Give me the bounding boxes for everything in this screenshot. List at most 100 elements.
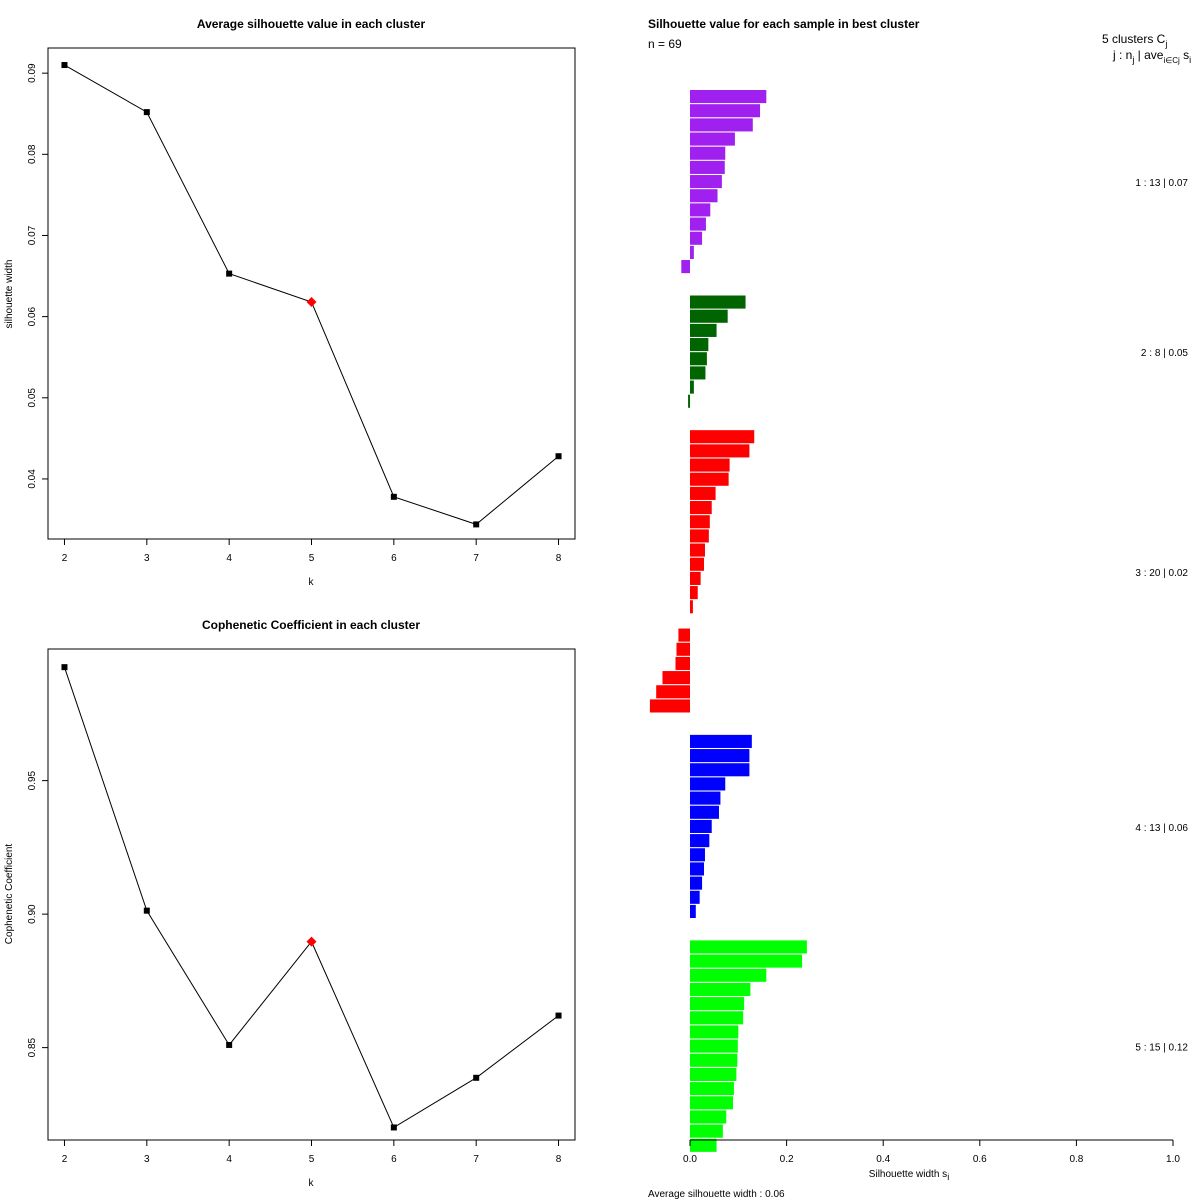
cluster-3-bar bbox=[675, 656, 690, 670]
cluster-1-label: 1 : 13 | 0.07 bbox=[1135, 178, 1188, 189]
cophenetic-xtick-label: 3 bbox=[144, 1154, 150, 1165]
silhouette-xtick-label: 0.4 bbox=[876, 1154, 890, 1165]
legend-header-end-sub: i bbox=[1189, 55, 1191, 65]
cluster-4-bar bbox=[690, 819, 712, 833]
legend-title: 5 clusters C bbox=[1102, 32, 1166, 46]
legend-header-main: j : n bbox=[1112, 48, 1132, 62]
cluster-1-bar bbox=[690, 104, 761, 118]
cluster-1-bar bbox=[690, 132, 735, 146]
cluster-5-bar bbox=[690, 1096, 733, 1110]
avg-silhouette-xtick-label: 2 bbox=[62, 553, 68, 564]
cluster-3-bar bbox=[662, 671, 690, 685]
cluster-2-bar bbox=[690, 323, 717, 337]
cluster-3-bar bbox=[690, 444, 750, 458]
cluster-5-bar bbox=[690, 1110, 727, 1124]
cophenetic-xtick-label: 7 bbox=[473, 1154, 479, 1165]
cluster-3-bar bbox=[649, 699, 690, 713]
cophenetic-ytick-label: 0.90 bbox=[27, 904, 38, 924]
cluster-5-bar bbox=[690, 1011, 744, 1025]
cluster-5-bar bbox=[690, 968, 767, 982]
cluster-1-bar bbox=[681, 260, 690, 274]
cluster-5-bar bbox=[690, 997, 745, 1011]
cophenetic-point bbox=[226, 1041, 233, 1048]
avg-silhouette-xtick-label: 6 bbox=[391, 553, 397, 564]
cluster-1-bar bbox=[690, 189, 718, 203]
cluster-3-bar bbox=[678, 628, 690, 642]
avg-silhouette-xtick-label: 7 bbox=[473, 553, 479, 564]
cophenetic-panel: Cophenetic Coefficient in each cluster 2… bbox=[4, 618, 576, 1189]
cluster-4-bar bbox=[690, 777, 726, 791]
cophenetic-xtick-label: 8 bbox=[556, 1154, 562, 1165]
cophenetic-xtick-label: 5 bbox=[309, 1154, 315, 1165]
cluster-5-bar bbox=[690, 1039, 738, 1053]
cluster-5-bar bbox=[690, 1067, 737, 1082]
cophenetic-point-highlight bbox=[306, 936, 317, 947]
cluster-3-bar bbox=[690, 557, 705, 571]
cluster-4-label: 4 : 13 | 0.06 bbox=[1135, 823, 1188, 834]
cluster-1-bar bbox=[690, 90, 767, 104]
silhouette-xlabel-sub: i bbox=[947, 1172, 949, 1182]
avg-silhouette-ytick-label: 0.06 bbox=[27, 306, 38, 326]
avg-silhouette-point bbox=[473, 521, 480, 528]
cluster-4-bar bbox=[690, 734, 752, 748]
avg-silhouette-title: Average silhouette value in each cluster bbox=[197, 17, 426, 31]
silhouette-title: Silhouette value for each sample in best… bbox=[648, 17, 920, 31]
cluster-1-bar bbox=[690, 245, 694, 259]
cluster-3-label: 3 : 20 | 0.02 bbox=[1135, 568, 1188, 579]
avg-silhouette-xtick-label: 5 bbox=[309, 553, 315, 564]
cluster-4-bar bbox=[690, 890, 700, 904]
silhouette-xlabel: Silhouette width s bbox=[869, 1169, 947, 1180]
cluster-5-bar bbox=[690, 982, 751, 996]
cluster-4-bar bbox=[690, 749, 750, 763]
cluster-3-bar bbox=[690, 543, 705, 557]
cluster-2-label: 2 : 8 | 0.05 bbox=[1141, 348, 1189, 359]
cophenetic-xtick-label: 6 bbox=[391, 1154, 397, 1165]
cluster-5-label: 5 : 15 | 0.12 bbox=[1135, 1043, 1188, 1054]
cluster-3-bar bbox=[690, 430, 755, 444]
cophenetic-point bbox=[61, 664, 68, 671]
cluster-5-bar bbox=[690, 1053, 738, 1067]
cluster-3-bar bbox=[690, 458, 730, 472]
cluster-4-bar bbox=[690, 763, 750, 777]
cophenetic-xtick-label: 2 bbox=[62, 1154, 68, 1165]
avg-silhouette-plot-box bbox=[47, 47, 576, 540]
avg-silhouette-ytick-label: 0.08 bbox=[27, 144, 38, 164]
cluster-3-bar bbox=[690, 515, 710, 529]
avg-silhouette-point bbox=[143, 109, 150, 116]
cluster-2-bar bbox=[690, 309, 728, 323]
avg-silhouette-point bbox=[555, 453, 562, 460]
cophenetic-point bbox=[473, 1074, 480, 1081]
silhouette-xtick-label: 0.2 bbox=[780, 1154, 794, 1165]
cluster-1-bar bbox=[690, 146, 726, 160]
cluster-5-bar bbox=[690, 1082, 734, 1096]
avg-silhouette-ytick-label: 0.09 bbox=[27, 63, 38, 83]
avg-silhouette-point bbox=[61, 62, 68, 69]
cluster-5-bar bbox=[690, 1138, 717, 1152]
cluster-5-bar bbox=[690, 1124, 723, 1138]
legend-header-tail-sub: i∈Cj bbox=[1163, 56, 1180, 65]
avg-silhouette-point bbox=[226, 270, 233, 277]
cluster-1-bar bbox=[690, 118, 753, 132]
cophenetic-plot-box bbox=[47, 648, 576, 1141]
cophenetic-point bbox=[143, 907, 150, 914]
avg-silhouette-xtick-label: 4 bbox=[226, 553, 232, 564]
sample-count: n = 69 bbox=[648, 37, 682, 51]
silhouette-xtick-label: 0.8 bbox=[1069, 1154, 1083, 1165]
silhouette-xtick-label: 1.0 bbox=[1166, 1154, 1180, 1165]
cluster-3-bar bbox=[690, 600, 693, 614]
cluster-3-bar bbox=[690, 486, 716, 500]
cophenetic-ylabel: Cophenetic Coefficient bbox=[4, 844, 15, 945]
svg-text:j : nj | avei∈Cj si: j : nj | avei∈Cj si bbox=[1112, 48, 1191, 65]
cluster-2-bar bbox=[690, 295, 746, 309]
avg-silhouette-panel: Average silhouette value in each cluster… bbox=[4, 17, 576, 588]
cluster-2-bar bbox=[690, 352, 707, 366]
cluster-5-bar bbox=[690, 940, 807, 954]
legend-header-sub: j bbox=[1131, 55, 1134, 65]
avg-silhouette-ytick-label: 0.05 bbox=[27, 388, 38, 408]
cluster-4-bar bbox=[690, 848, 705, 862]
cluster-3-bar bbox=[690, 472, 729, 486]
cluster-2-bar bbox=[688, 394, 690, 408]
cluster-1-bar bbox=[690, 217, 706, 231]
cluster-2-bar bbox=[690, 380, 694, 394]
